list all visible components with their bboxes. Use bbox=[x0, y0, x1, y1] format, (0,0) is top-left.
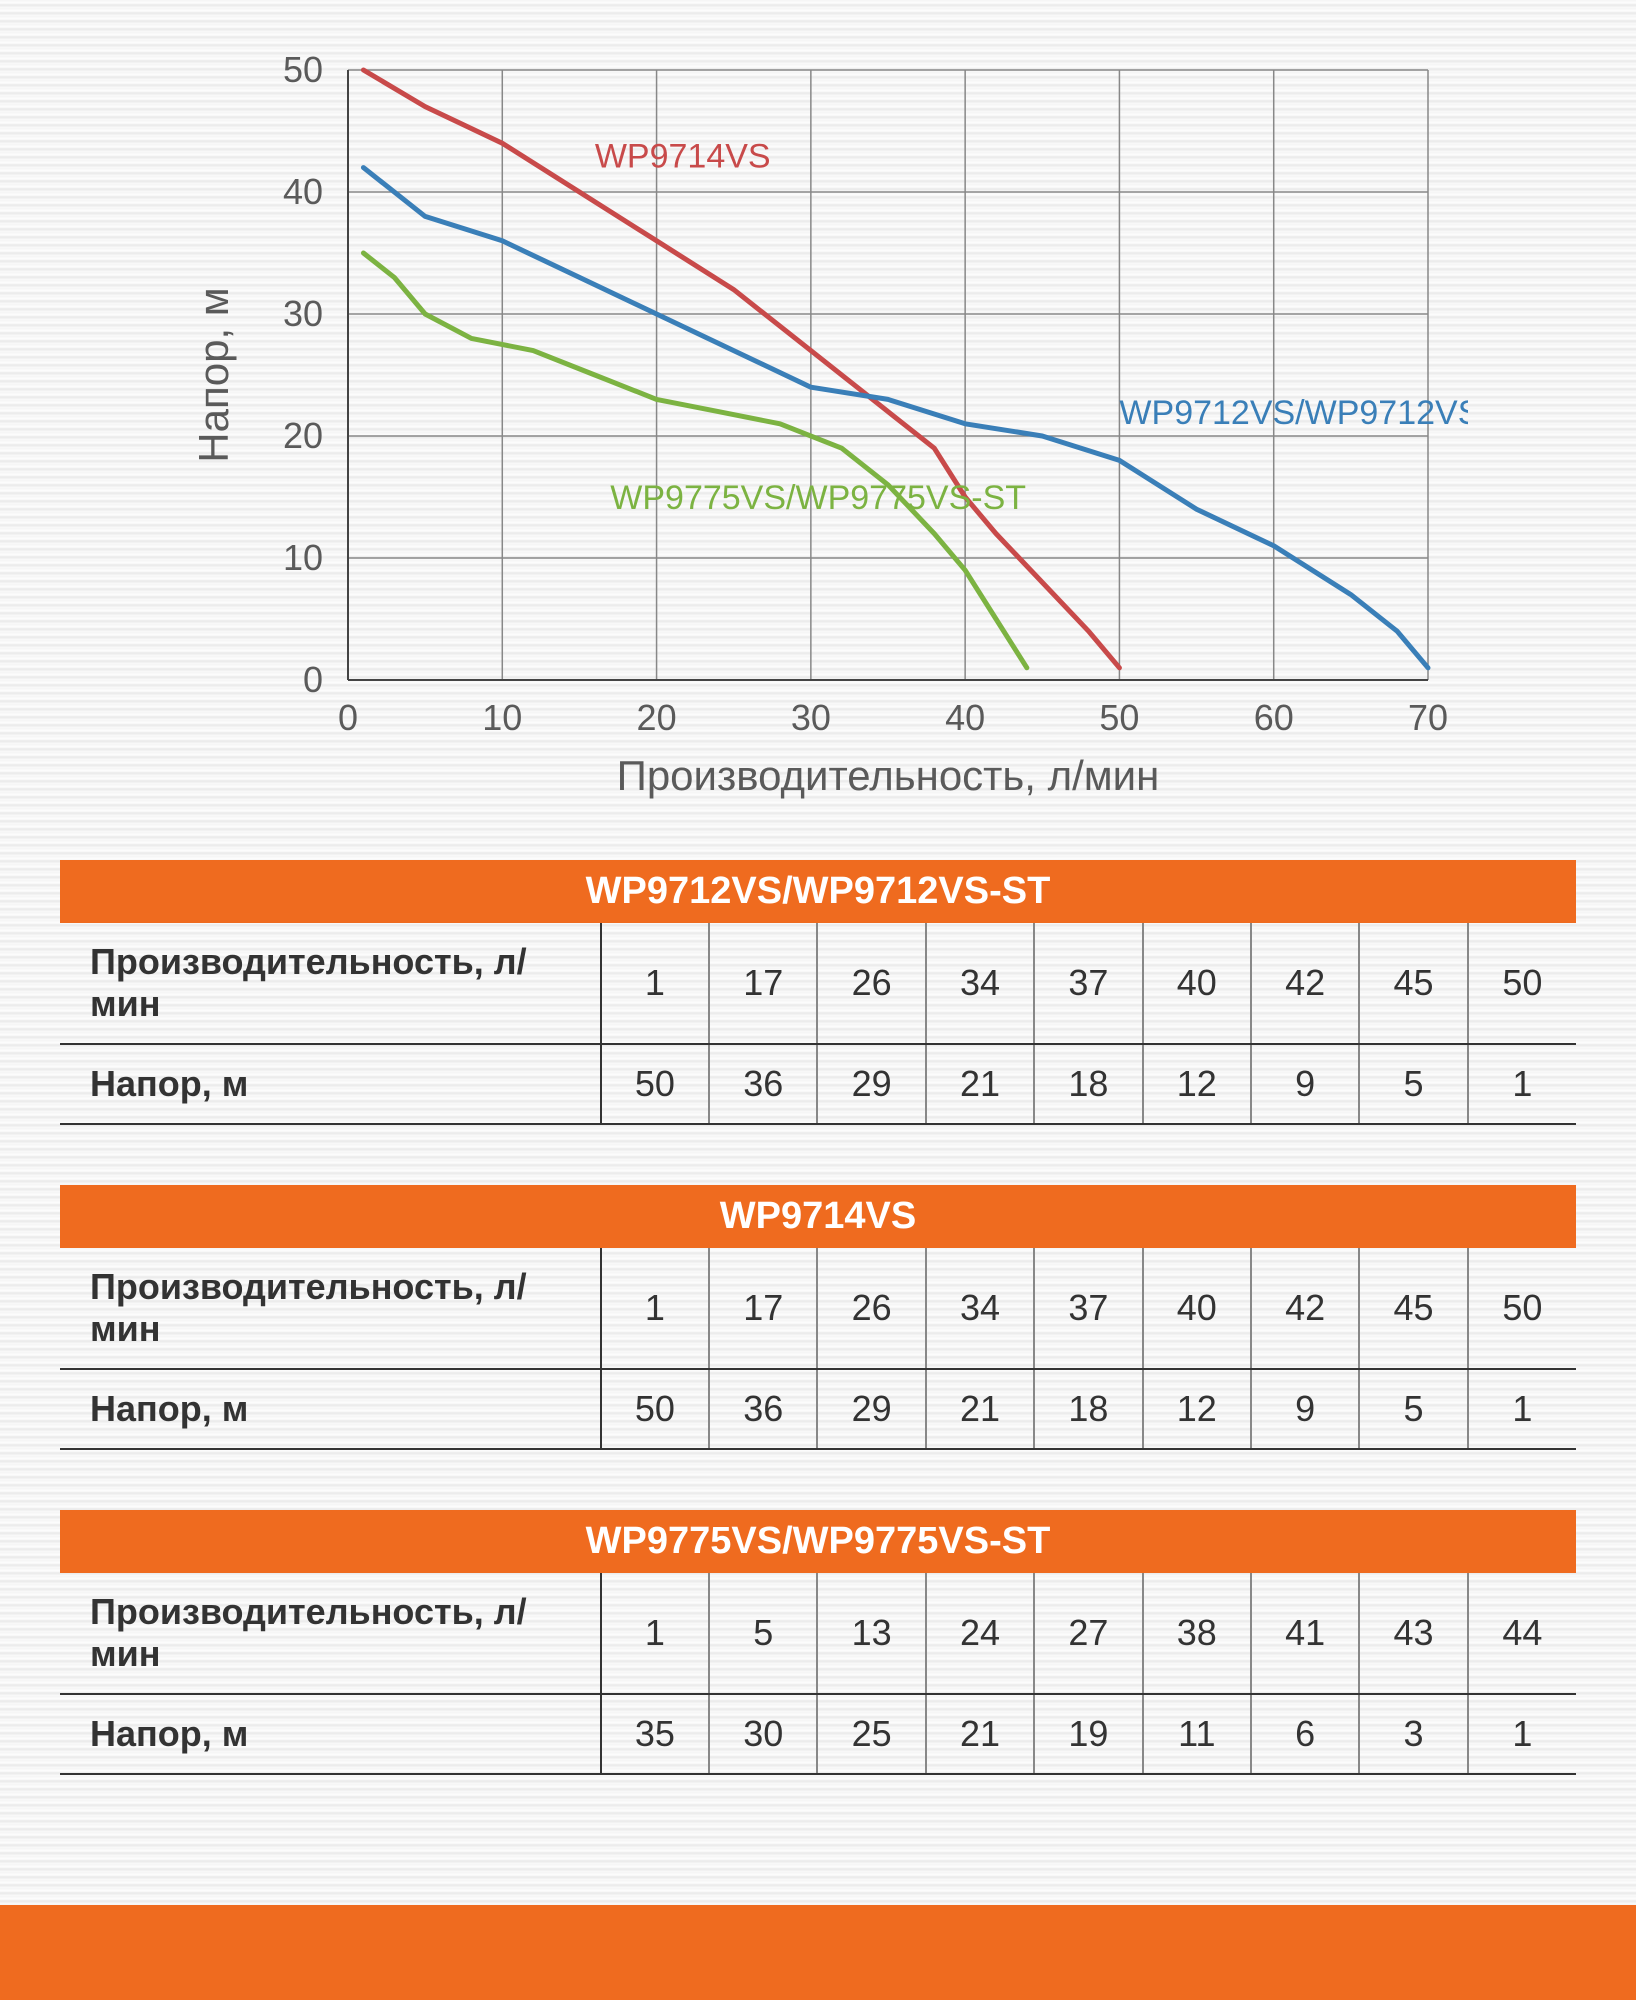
table-cell: 12 bbox=[1143, 1044, 1251, 1124]
table-cell: 21 bbox=[926, 1044, 1034, 1124]
series-label: WP9714VS bbox=[595, 138, 771, 176]
table-cell: 25 bbox=[817, 1694, 925, 1774]
table-cell: 21 bbox=[926, 1369, 1034, 1449]
table-cell: 1 bbox=[1468, 1369, 1576, 1449]
y-axis-title: Напор, м bbox=[190, 287, 237, 462]
table-cell: 26 bbox=[817, 923, 925, 1044]
table-cell: 3 bbox=[1359, 1694, 1467, 1774]
table-cell: 5 bbox=[709, 1573, 817, 1694]
y-tick-label: 50 bbox=[283, 49, 323, 90]
table-cell: 26 bbox=[817, 1248, 925, 1369]
table-cell: 1 bbox=[1468, 1044, 1576, 1124]
y-tick-label: 20 bbox=[283, 415, 323, 456]
x-tick-label: 60 bbox=[1254, 697, 1294, 738]
series-line bbox=[363, 253, 1026, 668]
y-tick-label: 10 bbox=[283, 537, 323, 578]
data-table: WP9714VSПроизводительность, л/мин1172634… bbox=[60, 1185, 1576, 1450]
table-cell: 35 bbox=[601, 1694, 709, 1774]
x-tick-label: 0 bbox=[338, 697, 358, 738]
footer-bar bbox=[0, 1905, 1636, 2000]
table-row-label: Напор, м bbox=[60, 1369, 601, 1449]
x-tick-label: 50 bbox=[1099, 697, 1139, 738]
table-cell: 17 bbox=[709, 1248, 817, 1369]
table-cell: 18 bbox=[1034, 1044, 1142, 1124]
table-row-label: Производительность, л/мин bbox=[60, 923, 601, 1044]
table-cell: 36 bbox=[709, 1369, 817, 1449]
table-cell: 41 bbox=[1251, 1573, 1359, 1694]
table-cell: 9 bbox=[1251, 1044, 1359, 1124]
table-cell: 40 bbox=[1143, 1248, 1251, 1369]
table-cell: 11 bbox=[1143, 1694, 1251, 1774]
table-cell: 5 bbox=[1359, 1044, 1467, 1124]
table-cell: 36 bbox=[709, 1044, 817, 1124]
table-cell: 9 bbox=[1251, 1369, 1359, 1449]
table-cell: 37 bbox=[1034, 923, 1142, 1044]
table-cell: 42 bbox=[1251, 923, 1359, 1044]
table-cell: 43 bbox=[1359, 1573, 1467, 1694]
table-cell: 44 bbox=[1468, 1573, 1576, 1694]
table-cell: 30 bbox=[709, 1694, 817, 1774]
table-cell: 42 bbox=[1251, 1248, 1359, 1369]
table-cell: 34 bbox=[926, 1248, 1034, 1369]
x-tick-label: 10 bbox=[482, 697, 522, 738]
table-cell: 38 bbox=[1143, 1573, 1251, 1694]
table-cell: 18 bbox=[1034, 1369, 1142, 1449]
table-cell: 40 bbox=[1143, 923, 1251, 1044]
table-cell: 17 bbox=[709, 923, 817, 1044]
table-cell: 1 bbox=[601, 1573, 709, 1694]
x-axis-title: Производительность, л/мин bbox=[617, 752, 1160, 799]
data-table: WP9712VS/WP9712VS-STПроизводительность, … bbox=[60, 860, 1576, 1125]
table-cell: 1 bbox=[601, 1248, 709, 1369]
x-tick-label: 70 bbox=[1408, 697, 1448, 738]
table-cell: 50 bbox=[1468, 923, 1576, 1044]
y-tick-label: 40 bbox=[283, 171, 323, 212]
x-tick-label: 30 bbox=[791, 697, 831, 738]
table-cell: 50 bbox=[601, 1044, 709, 1124]
performance-chart: 0 10 20 30 40 50 0 10 20 30 40 50 60 70 WP9714VS WP9712… bbox=[168, 40, 1468, 820]
table-cell: 6 bbox=[1251, 1694, 1359, 1774]
table-cell: 19 bbox=[1034, 1694, 1142, 1774]
y-tick-label: 30 bbox=[283, 293, 323, 334]
data-table: WP9775VS/WP9775VS-STПроизводительность, … bbox=[60, 1510, 1576, 1775]
table-cell: 21 bbox=[926, 1694, 1034, 1774]
table-row-label: Напор, м bbox=[60, 1044, 601, 1124]
series-label: WP9712VS/WP9712VS-ST bbox=[1119, 394, 1468, 432]
table-cell: 13 bbox=[817, 1573, 925, 1694]
table-cell: 29 bbox=[817, 1044, 925, 1124]
chart-svg: 0 10 20 30 40 50 0 10 20 30 40 50 60 70 WP9714VS WP9712… bbox=[168, 40, 1468, 820]
x-tick-label: 40 bbox=[945, 697, 985, 738]
table-cell: 1 bbox=[1468, 1694, 1576, 1774]
table-row-label: Производительность, л/мин bbox=[60, 1573, 601, 1694]
table-cell: 27 bbox=[1034, 1573, 1142, 1694]
table-title: WP9775VS/WP9775VS-ST bbox=[60, 1510, 1576, 1573]
series-label: WP9775VS/WP9775VS-ST bbox=[610, 479, 1026, 517]
tables-container: WP9712VS/WP9712VS-STПроизводительность, … bbox=[60, 860, 1576, 1775]
table-cell: 5 bbox=[1359, 1369, 1467, 1449]
table-title: WP9714VS bbox=[60, 1185, 1576, 1248]
y-tick-label: 0 bbox=[303, 659, 323, 700]
table-cell: 45 bbox=[1359, 1248, 1467, 1369]
x-tick-label: 20 bbox=[637, 697, 677, 738]
table-cell: 50 bbox=[1468, 1248, 1576, 1369]
table-title: WP9712VS/WP9712VS-ST bbox=[60, 860, 1576, 923]
table-cell: 12 bbox=[1143, 1369, 1251, 1449]
table-cell: 24 bbox=[926, 1573, 1034, 1694]
table-cell: 29 bbox=[817, 1369, 925, 1449]
table-cell: 1 bbox=[601, 923, 709, 1044]
table-cell: 45 bbox=[1359, 923, 1467, 1044]
table-cell: 34 bbox=[926, 923, 1034, 1044]
table-row-label: Напор, м bbox=[60, 1694, 601, 1774]
table-cell: 50 bbox=[601, 1369, 709, 1449]
table-cell: 37 bbox=[1034, 1248, 1142, 1369]
table-row-label: Производительность, л/мин bbox=[60, 1248, 601, 1369]
